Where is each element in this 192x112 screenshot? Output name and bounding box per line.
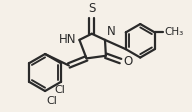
Text: S: S [88,2,95,15]
Text: N: N [107,26,116,39]
Text: O: O [124,55,133,68]
Text: HN: HN [59,32,76,45]
Text: Cl: Cl [46,96,57,106]
Text: Cl: Cl [54,85,65,95]
Text: CH₃: CH₃ [164,27,183,37]
